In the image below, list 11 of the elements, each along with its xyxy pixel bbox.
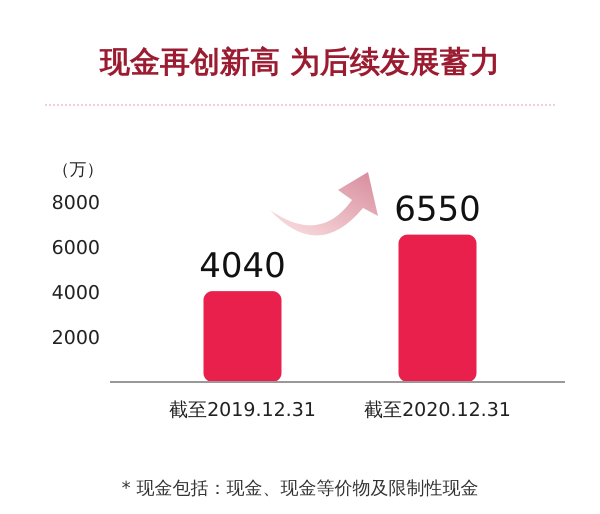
y-tick-label: 8000 <box>52 192 100 214</box>
data-label: 4040 <box>199 246 286 286</box>
y-tick-label: 6000 <box>52 237 100 259</box>
x-tick-label: 截至2019.12.31 <box>169 399 316 421</box>
chart-title: 现金再创新高 为后续发展蓄力 <box>98 45 500 80</box>
y-axis-title: （万） <box>52 160 104 180</box>
text: * 现金包括：现金、现金等价物及限制性现金 <box>122 478 478 499</box>
y-tick-label: 4000 <box>52 282 100 304</box>
data-label: 6550 <box>394 190 481 230</box>
x-tick-label: 截至2020.12.31 <box>364 399 511 421</box>
y-tick-label: 2000 <box>52 327 100 349</box>
